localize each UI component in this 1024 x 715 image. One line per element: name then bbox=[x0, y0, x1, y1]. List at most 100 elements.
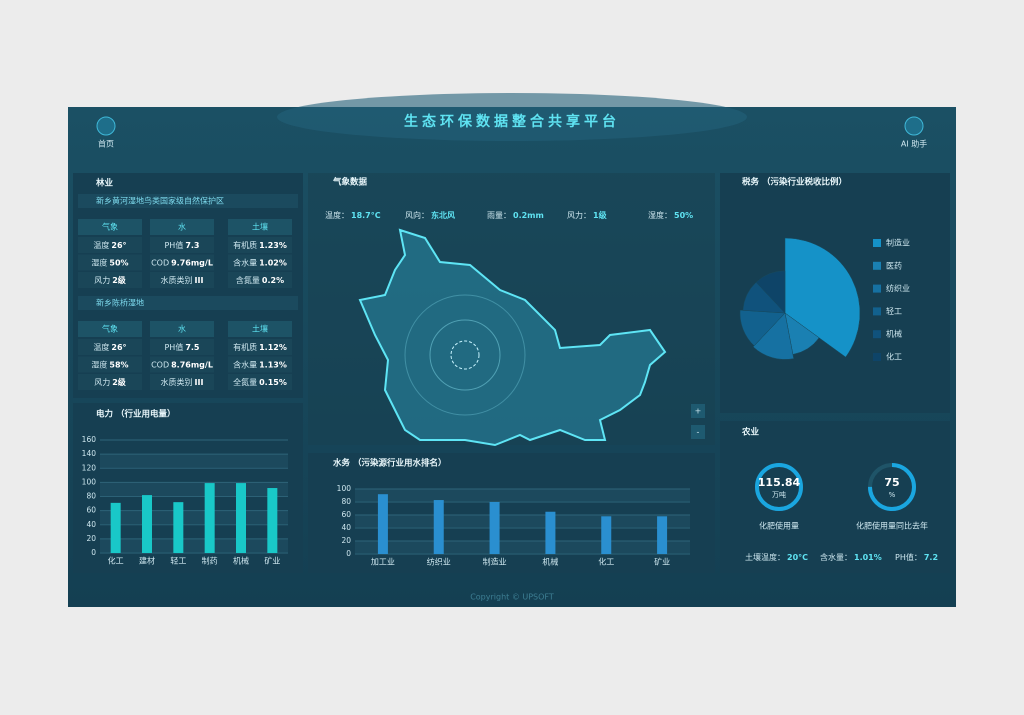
weather-item-label: 风向： bbox=[405, 210, 429, 220]
table-head bbox=[228, 219, 292, 235]
table-head bbox=[228, 321, 292, 337]
weather-item-label: 风力： bbox=[567, 210, 591, 220]
ai-button[interactable] bbox=[904, 116, 924, 136]
table-cell bbox=[150, 237, 214, 253]
weather-item: 温度： 18.7°C bbox=[325, 210, 381, 220]
y-tick-label: 80 bbox=[341, 497, 351, 506]
table-cell-text-value: 2级 bbox=[112, 275, 127, 285]
table-header: 气象 bbox=[102, 324, 118, 334]
agri-title: 农业 bbox=[741, 427, 760, 438]
table-cell-text-value: 7.5 bbox=[185, 343, 200, 352]
agri-item: 含水量： 1.01% bbox=[820, 552, 882, 562]
table-cell bbox=[78, 254, 142, 271]
x-tick-label: 轻工 bbox=[170, 556, 186, 566]
table-cell-text-label: 有机质 bbox=[233, 342, 257, 352]
table-head bbox=[78, 321, 142, 337]
bar bbox=[601, 516, 612, 554]
weather-item-label: 温度： bbox=[325, 210, 349, 220]
table-cell bbox=[150, 254, 214, 271]
table-cell-text-value: 9.76mg/L bbox=[171, 258, 213, 267]
bar bbox=[173, 502, 184, 553]
site-bar bbox=[78, 296, 298, 310]
table-cell bbox=[228, 374, 292, 390]
legend-swatch bbox=[873, 330, 881, 339]
table-cell-text: 全氮量 0.15% bbox=[233, 377, 287, 387]
zoom-in[interactable]: + bbox=[695, 407, 702, 416]
home-button[interactable] bbox=[96, 116, 116, 136]
y-tick-label: 40 bbox=[86, 520, 96, 529]
table-cell-text-value: 1.12% bbox=[259, 343, 287, 352]
table-cell-text-value: 1.23% bbox=[259, 241, 287, 250]
grid-band bbox=[355, 515, 690, 528]
table-cell-text-value: 1.13% bbox=[259, 360, 287, 369]
x-tick-label: 化工 bbox=[598, 557, 614, 567]
water-panel bbox=[308, 453, 715, 573]
table-cell-text-value: III bbox=[195, 276, 204, 285]
bar bbox=[142, 495, 152, 553]
table-cell-text-label: 湿度 bbox=[91, 359, 107, 369]
table-cell bbox=[78, 374, 142, 390]
zoom-out[interactable]: - bbox=[697, 428, 700, 437]
y-tick-label: 0 bbox=[91, 548, 96, 557]
table-cell-text-value: III bbox=[195, 378, 204, 387]
gauge-label: 化肥使用量 bbox=[759, 521, 799, 531]
zoom-in-button[interactable] bbox=[691, 404, 705, 418]
table-cell bbox=[228, 339, 292, 355]
zoom-out-button[interactable] bbox=[691, 425, 705, 439]
x-tick-label: 制药 bbox=[202, 556, 218, 566]
weather-item-label: 雨量： bbox=[487, 211, 511, 220]
weather-item-value: 50% bbox=[674, 211, 693, 220]
gauge-arc bbox=[755, 463, 803, 511]
grid-band bbox=[355, 489, 690, 502]
table-cell-text-label: 含水量 bbox=[233, 257, 257, 267]
bar bbox=[657, 516, 668, 554]
table-cell-text-value: 8.76mg/L bbox=[171, 360, 213, 369]
bar bbox=[545, 511, 556, 554]
y-tick-label: 140 bbox=[82, 449, 97, 458]
agri-item-value: 1.01% bbox=[854, 553, 882, 562]
table-cell bbox=[150, 356, 214, 373]
bar bbox=[110, 502, 121, 553]
agri-item: 土壤温度： 20°C bbox=[745, 552, 808, 562]
legend-swatch bbox=[873, 239, 881, 247]
table-header: 土壤 bbox=[252, 324, 268, 334]
x-tick-label: 加工业 bbox=[371, 557, 395, 567]
table-cell-text-value: 26° bbox=[111, 343, 126, 352]
table-cell-text-value: 50% bbox=[109, 258, 128, 267]
forestry-title: 林业 bbox=[96, 178, 114, 189]
table-cell-text-label: PH值 bbox=[164, 342, 183, 352]
bar bbox=[489, 502, 500, 554]
bar bbox=[204, 483, 215, 553]
agri-panel bbox=[720, 421, 950, 573]
table-cell bbox=[228, 237, 292, 253]
rose-slice bbox=[739, 309, 786, 347]
weather-item-label: 湿度： bbox=[648, 210, 672, 220]
legend-swatch bbox=[873, 353, 881, 361]
rose-slice bbox=[755, 270, 786, 314]
table-cell bbox=[78, 237, 142, 253]
table-cell-text-label: PH值 bbox=[164, 240, 183, 250]
weather-item-value: 1级 bbox=[593, 210, 608, 220]
table-cell-text: 风力 2级 bbox=[94, 377, 127, 387]
table-cell-text-value: 2级 bbox=[112, 377, 127, 387]
x-tick-label: 制造业 bbox=[483, 557, 507, 567]
table-cell-text-label: COD bbox=[151, 258, 169, 267]
table-cell bbox=[78, 272, 142, 288]
grid-band bbox=[100, 538, 288, 553]
y-tick-label: 160 bbox=[82, 435, 97, 444]
table-header: 土壤 bbox=[252, 222, 268, 232]
map bbox=[358, 228, 667, 447]
map-ring bbox=[429, 319, 501, 391]
table-cell-text-label: 有机质 bbox=[233, 240, 257, 250]
gauge-value: 75 bbox=[884, 476, 899, 489]
weather-item-value: 0.2mm bbox=[513, 211, 544, 220]
table-cell bbox=[78, 339, 142, 355]
grid-band bbox=[100, 482, 288, 497]
table-cell-text: COD 9.76mg/L bbox=[151, 258, 213, 267]
bar bbox=[236, 483, 246, 553]
site-name: 新乡黄河湿地鸟类国家级自然保护区 bbox=[96, 196, 224, 206]
table-header: 气象 bbox=[102, 222, 118, 232]
weather-item: 风向： 东北风 bbox=[405, 210, 455, 220]
table-cell-text-value: 26° bbox=[111, 241, 126, 250]
table-cell-text: 含氮量 0.2% bbox=[236, 275, 284, 285]
